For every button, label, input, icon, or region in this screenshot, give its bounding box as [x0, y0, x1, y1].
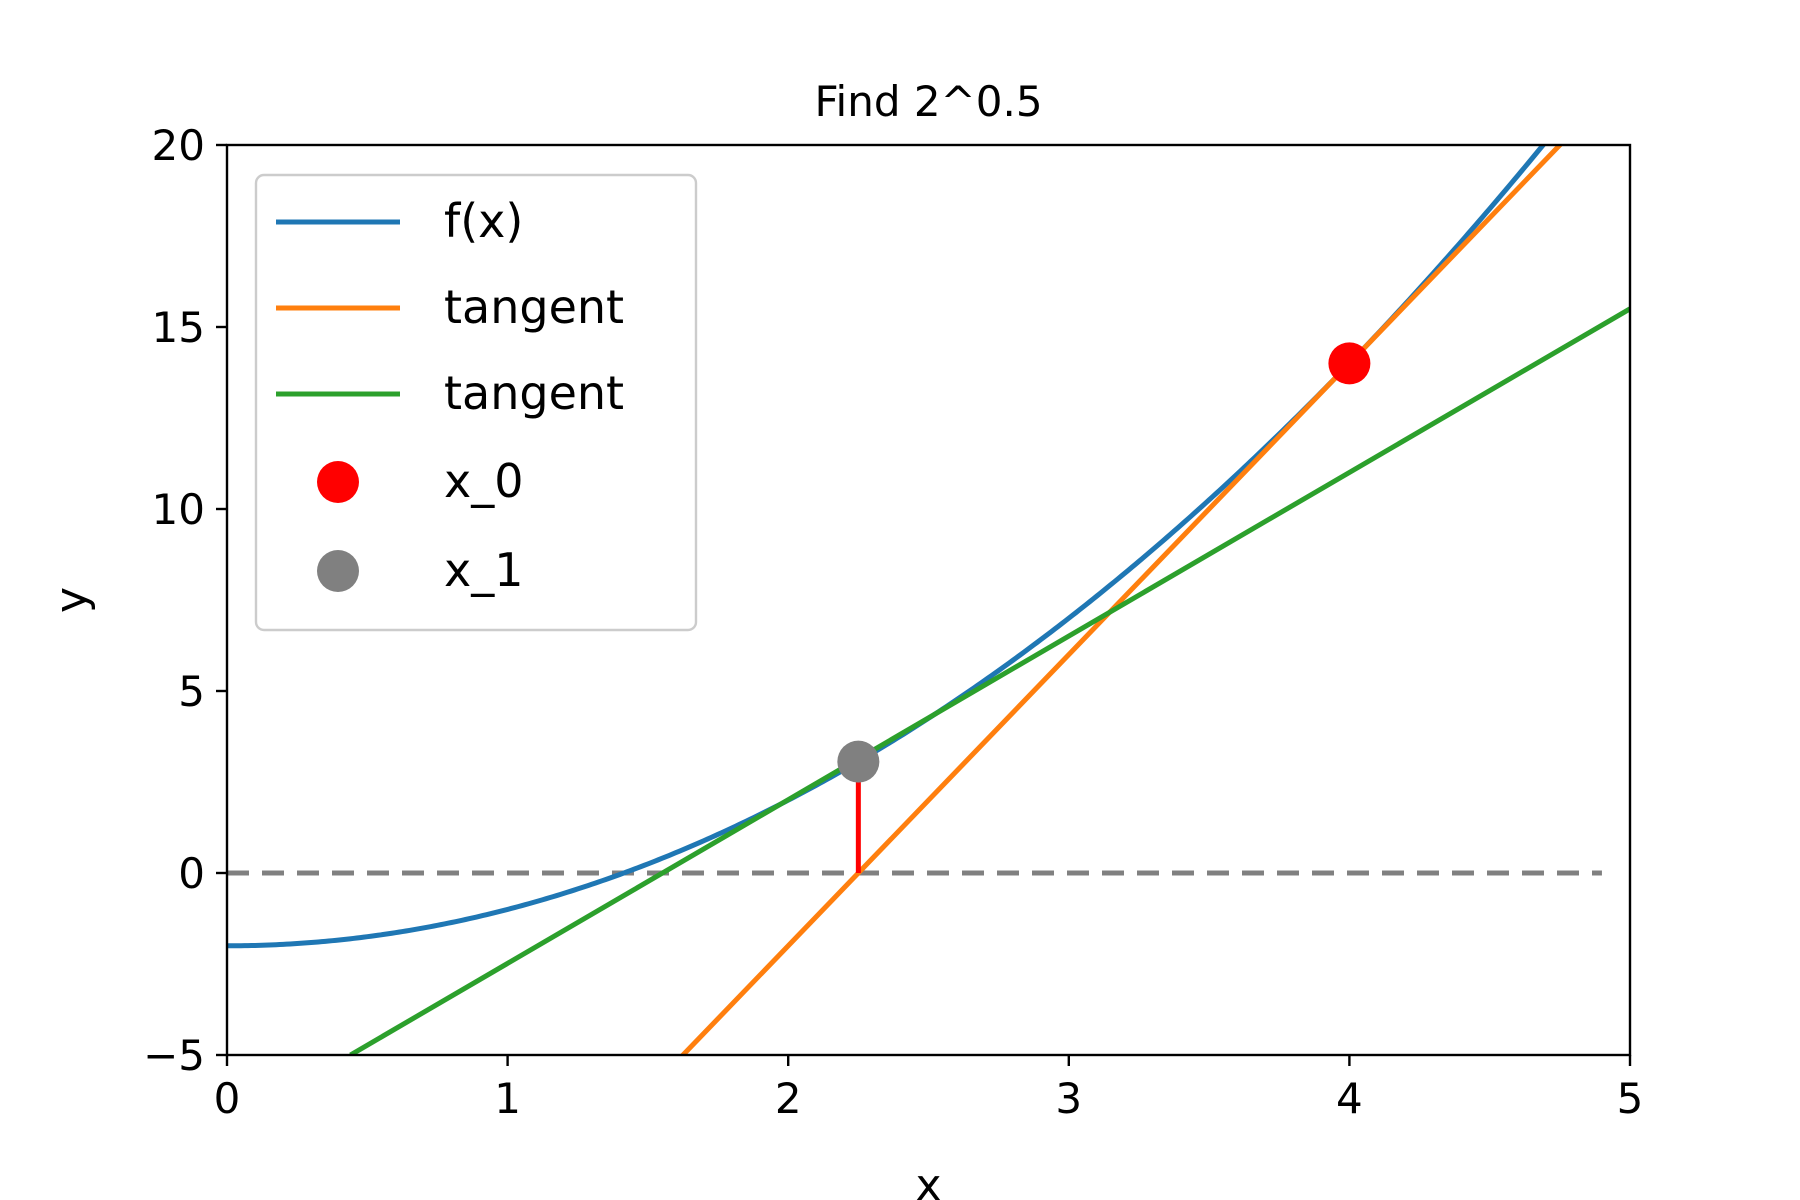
x-axis-label: x	[915, 1160, 941, 1200]
y-axis: −5 0 5 10 15 20	[143, 121, 227, 1080]
legend-swatch	[317, 461, 359, 503]
series-line-tangent-1	[679, 145, 1564, 1055]
plot-area	[227, 145, 1630, 1055]
x-axis: 0 1 2 3 4 5	[214, 1055, 1644, 1123]
y-tick-label: 20	[152, 121, 205, 170]
legend-label: tangent	[444, 280, 624, 334]
point-x-0	[1328, 342, 1371, 385]
x-tick-label: 5	[1617, 1074, 1644, 1123]
x-tick-label: 1	[494, 1074, 521, 1123]
y-tick-label: 15	[152, 303, 205, 352]
chart-title: Find 2^0.5	[814, 77, 1042, 126]
x-tick-label: 0	[214, 1074, 241, 1123]
legend-label: f(x)	[444, 194, 523, 248]
legend-label: x_0	[444, 454, 524, 508]
y-axis-label: y	[46, 587, 97, 613]
y-tick-label: −5	[143, 1031, 205, 1080]
point-x-1	[837, 740, 880, 783]
y-tick-label: 5	[178, 667, 205, 716]
legend-label: tangent	[444, 366, 624, 420]
legend-swatch	[317, 550, 359, 592]
x-tick-label: 3	[1055, 1074, 1082, 1123]
legend: f(x) tangent tangent x_0 x_1	[254, 173, 698, 632]
x-tick-label: 2	[775, 1074, 802, 1123]
legend-label: x_1	[444, 543, 524, 597]
series-line-tangent-2	[349, 306, 1630, 1055]
legend-frame	[254, 173, 698, 632]
axes-frame	[225, 143, 1632, 1057]
x-tick-label: 4	[1336, 1074, 1363, 1123]
y-tick-label: 0	[178, 849, 205, 898]
y-tick-label: 10	[152, 485, 205, 534]
